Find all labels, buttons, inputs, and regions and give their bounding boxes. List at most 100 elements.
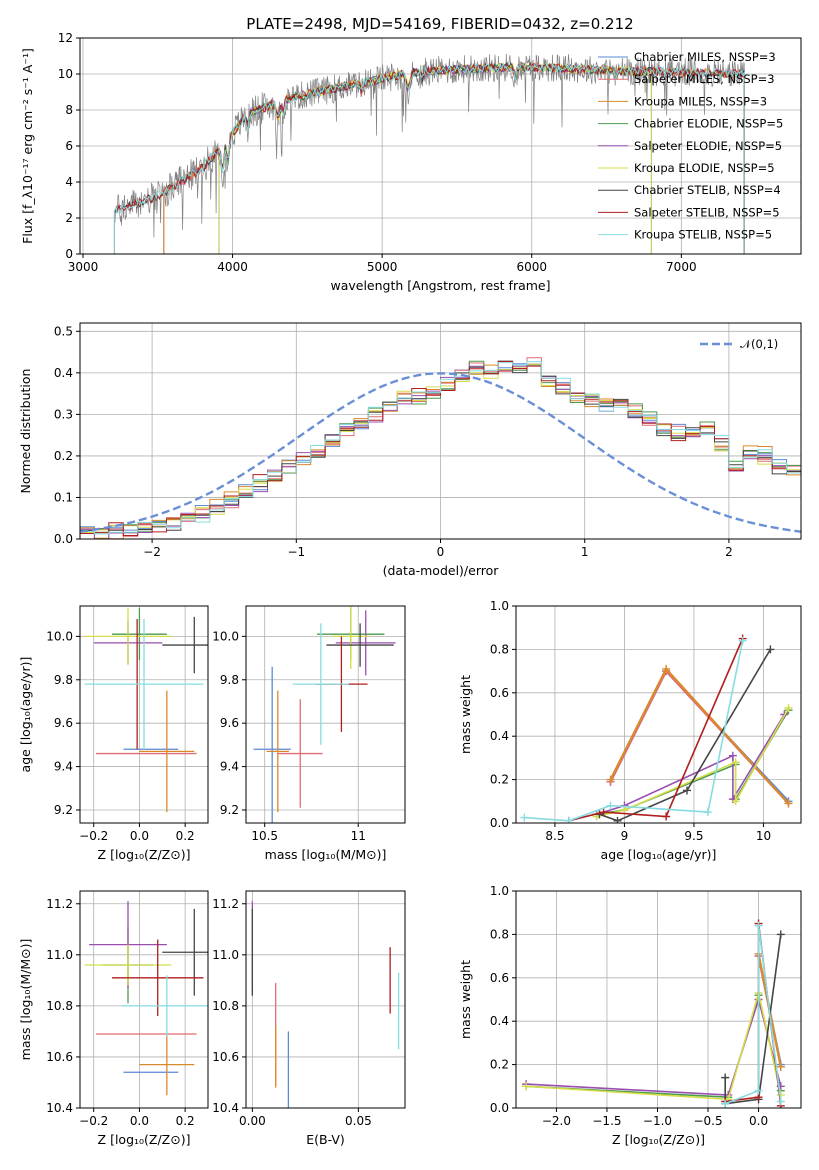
legend: Chabrier MILES, NSSP=3 Salpeter MILES, NS… [598,50,783,242]
model-spectrum [218,61,652,254]
mass-weight-line [599,648,772,822]
y-tick-label: 9.6 [220,716,239,730]
x-tick-label: 0.05 [345,1114,372,1128]
y-tick-label: 0.2 [54,449,73,463]
x-tick-label: 0.2 [176,829,195,843]
residual-histogram [80,361,801,536]
panel-residuals: −2 −1 0 1 2 0.0 0.1 0.2 0.3 0.4 0.5 (data-model)/er… [18,322,802,578]
y-axis-label: mass weight [458,675,473,754]
errorbar-point [84,608,172,665]
mass-weight-marker [703,808,712,817]
x-tick-label: 0.00 [239,1114,266,1128]
legend: 𝒩(0,1) [700,337,778,351]
y-tick-label: 0 [65,247,73,261]
mass-weight-marker [776,1097,785,1106]
plot-area [520,634,793,823]
x-tick-label: 2 [725,545,733,559]
y-tick-label: 10.0 [212,629,239,643]
y-tick-label: 0.0 [54,532,73,546]
residual-histogram [80,360,801,533]
y-tick-label: 10.6 [212,1050,239,1064]
x-axis-label: (data-model)/error [383,563,500,578]
panel-mass_weight_vs_Z: −2.0 −1.5 −1.0 −0.5 0.0 0.0 0.2 0.4 0.6 0.8 1.0 Z [… [458,884,802,1147]
errorbar-point [335,610,396,676]
x-axis-label: mass [log₁₀(M/M⊙)] [265,847,387,862]
axes-frame [79,605,209,824]
y-tick-label: 10.4 [46,1101,73,1115]
mass-weight-marker [776,930,785,939]
legend-entry: Chabrier ELODIE, NSSP=5 [634,117,783,131]
x-tick-label: 0.2 [176,1114,195,1128]
mass-weight-marker [784,799,793,808]
y-tick-label: 0.2 [490,773,509,787]
mass-weight-line [568,638,744,822]
panel-mass_weight_vs_age: 8.5 9 9.5 10 0.0 0.2 0.4 0.6 0.8 1.0 age [log₁₀(ag… [458,599,802,862]
errorbar-point [326,623,394,667]
residual-histogram [80,360,801,533]
x-tick-label: −0.5 [693,1114,722,1128]
y-tick-label: 0.8 [490,642,509,656]
errorbar-point [277,699,323,808]
normal-curve [80,372,801,533]
y-tick-label: 11.2 [46,897,73,911]
axes-frame [79,37,802,255]
x-tick-label: 6000 [516,260,547,274]
errorbar-point [121,975,208,1037]
y-tick-label: 0.3 [54,407,73,421]
y-tick-label: 10.0 [46,629,73,643]
x-tick-label: 10 [756,829,771,843]
y-tick-label: 0.2 [490,1058,509,1072]
mass-weight-line [596,707,790,818]
mass-weight-marker [613,816,622,823]
mass-weight-marker [728,751,737,760]
x-tick-label: 7000 [666,260,697,274]
residual-histogram [80,363,801,539]
panel-mass_vs_ebv: 0.00 0.05 10.4 10.6 10.8 11.0 11.2 E(B-V) [212,890,406,1147]
y-tick-label: 10.4 [212,1101,239,1115]
plot-area [80,357,801,539]
x-tick-label: −2.0 [542,1114,571,1128]
x-tick-label: 1 [581,545,589,559]
y-tick-label: 9.6 [54,716,73,730]
mass-weight-marker [599,808,608,817]
y-tick-label: 0.8 [490,927,509,941]
x-tick-label: −0.2 [79,829,108,843]
errorbar-point [84,619,204,750]
x-tick-label: 10.5 [251,829,278,843]
model-spectrum [163,62,745,254]
y-tick-label: 9.8 [220,673,239,687]
errorbar-point [112,939,204,1017]
mass-weight-marker [731,797,740,806]
y-axis-label: mass [log₁₀(M/M⊙)] [18,939,33,1061]
errorbar-point [112,608,167,661]
x-tick-label: 0.0 [130,829,149,843]
y-axis-label: Flux [f_λ10⁻¹⁷ erg cm⁻² s⁻¹ A⁻¹] [20,48,35,244]
y-tick-label: 10.8 [212,999,239,1013]
legend-entry: Kroupa ELODIE, NSSP=5 [634,161,775,175]
mass-weight-line [596,709,790,816]
errorbar-point [253,666,291,823]
x-tick-label: 9 [621,829,629,843]
x-axis-label: Z [log₁₀(Z/Z⊙)] [98,1132,191,1147]
figure-title: PLATE=2498, MJD=54169, FIBERID=0432, z=0… [246,15,633,33]
y-axis-label: age [log₁₀(age/yr)] [18,657,33,773]
mass-weight-marker [520,813,529,822]
x-tick-label: 3000 [68,260,99,274]
legend-entry: Chabrier MILES, NSSP=3 [634,50,776,64]
y-tick-label: 2 [65,211,73,225]
y-tick-label: 0.6 [490,686,509,700]
y-tick-label: 11.0 [212,948,239,962]
model-spectrum [163,62,745,254]
plot-area [84,608,208,813]
y-tick-label: 9.2 [54,803,73,817]
y-tick-label: 0.5 [54,324,73,338]
axes-frame [245,605,406,824]
y-tick-label: 11.0 [46,948,73,962]
legend-entry: Chabrier STELIB, NSSP=4 [634,183,781,197]
y-tick-label: 4 [65,175,73,189]
mass-weight-line [724,925,782,1105]
errorbar-point [139,690,195,813]
legend-entry: 𝒩(0,1) [740,337,778,351]
errorbar-point [84,944,172,986]
